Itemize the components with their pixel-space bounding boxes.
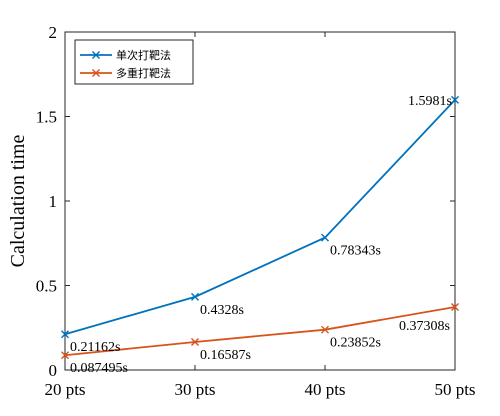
series-line-2: [64, 306, 456, 357]
data-point: [191, 292, 199, 301]
data-label: 0.4328s: [200, 303, 244, 318]
y-axis-title: Calculation time: [7, 135, 29, 268]
y-tick-label: 1.5: [36, 108, 57, 127]
plot-area: [64, 31, 456, 371]
y-axis: 0 0.5 1 1.5 2: [36, 23, 455, 380]
point-marker: [191, 292, 199, 301]
x-axis: 20 pts 30 pts 40 pts 50 pts: [44, 32, 476, 399]
legend-marker: [92, 51, 100, 59]
y-tick-label: 2: [49, 23, 58, 42]
legend-box: [74, 39, 194, 85]
data-point: [321, 233, 329, 242]
point-marker: [321, 233, 329, 242]
data-label: 0.23852s: [330, 336, 381, 351]
point-marker: [451, 302, 459, 311]
legend-marker: [92, 69, 100, 77]
y-tick-label: 0: [49, 361, 58, 380]
data-label: 0.78343s: [330, 244, 381, 259]
data-label: 0.16587s: [200, 348, 251, 363]
x-tick-label: 30 pts: [174, 380, 215, 399]
data-label: 1.5981s: [408, 94, 452, 109]
x-tick-label: 20 pts: [44, 380, 85, 399]
y-tick-label: 0.5: [36, 277, 57, 296]
x-tick-label: 50 pts: [434, 380, 475, 399]
x-tick-label: 40 pts: [304, 380, 345, 399]
data-label: 0.21162s: [70, 340, 120, 355]
data-point: [61, 351, 69, 360]
data-label: 0.087495s: [70, 361, 128, 376]
data-point: [321, 325, 329, 334]
legend-item: 单次打靶法: [80, 48, 171, 62]
data-label: 0.37308s: [399, 319, 450, 334]
legend-item: 多重打靶法: [80, 66, 171, 80]
data-point: [61, 330, 69, 339]
point-marker: [321, 325, 329, 334]
point-marker: [191, 337, 199, 346]
legend-label: 多重打靶法: [116, 66, 171, 80]
point-marker: [451, 95, 459, 104]
series-layer: [61, 95, 459, 360]
data-point: [191, 337, 199, 346]
data-labels: 0.21162s 0.4328s 0.78343s 1.5981s 0.087495s 0…: [70, 94, 452, 376]
data-point: [451, 302, 459, 311]
data-point: [451, 95, 459, 104]
legend-label: 单次打靶法: [116, 48, 171, 62]
series-line-1: [64, 99, 456, 336]
point-marker: [61, 330, 69, 339]
y-tick-label: 1: [49, 192, 58, 211]
point-marker: [61, 351, 69, 360]
